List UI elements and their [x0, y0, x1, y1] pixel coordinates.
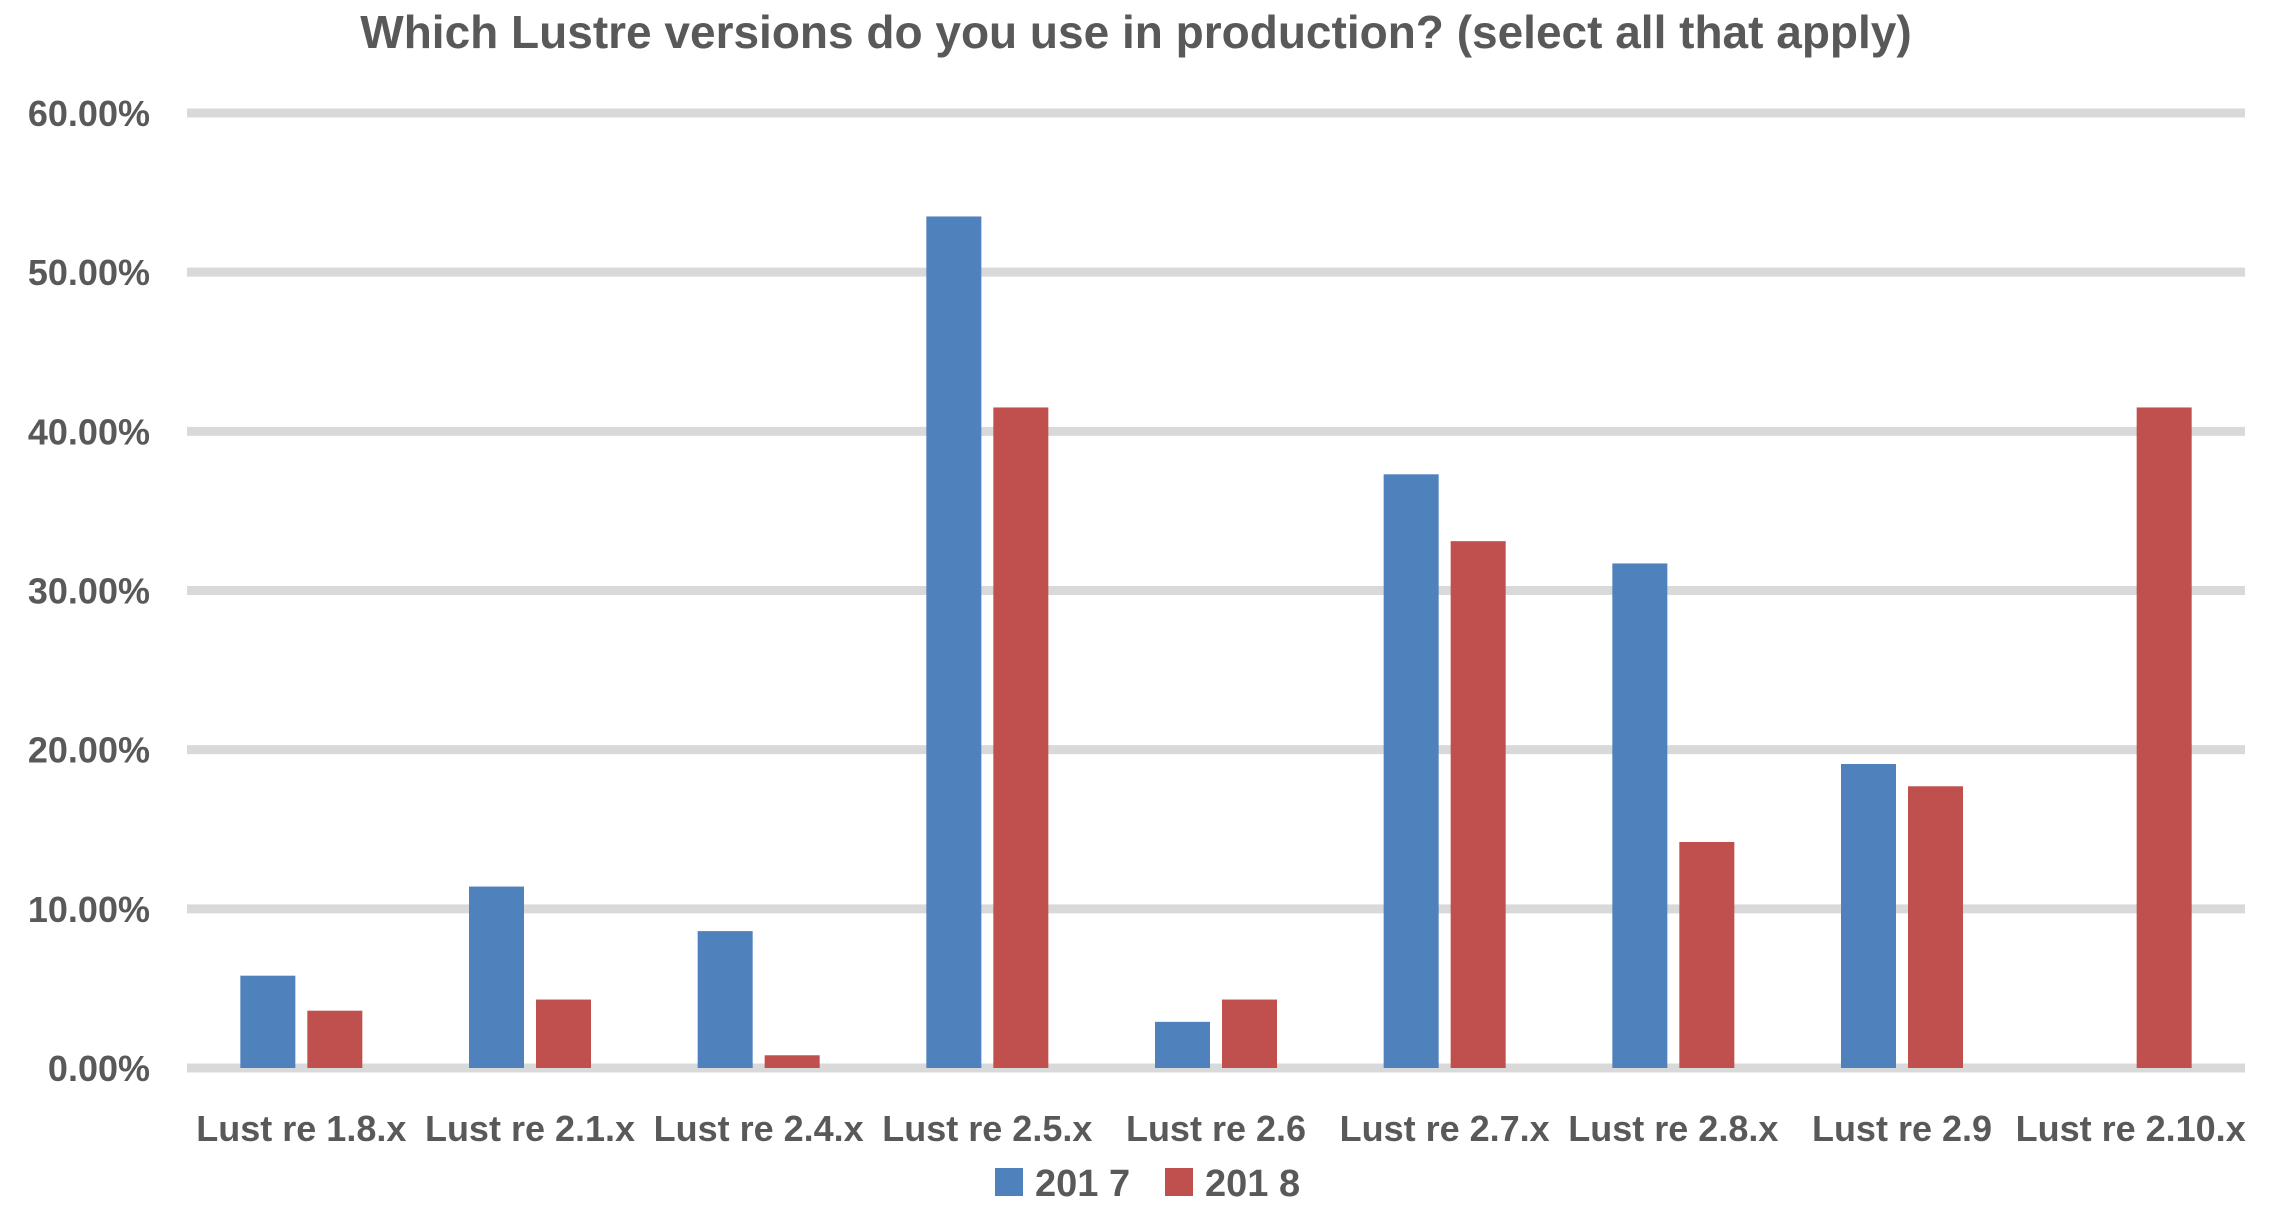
x-category-label: Lust re 2.1.x — [425, 1108, 635, 1149]
y-axis-tick-labels: 0.00% 10.00% 20.00% 30.00% 40.00% 50.00% 60.00… — [28, 93, 150, 1089]
bar-2018-5 — [1450, 541, 1506, 1068]
bar-2018-7 — [1908, 786, 1963, 1068]
x-category-label: Lust re 2.5.x — [882, 1108, 1092, 1149]
x-category-label: Lust re 2.7.x — [1340, 1108, 1550, 1149]
bar-2017-2 — [697, 931, 753, 1068]
bar-2018-1 — [536, 999, 591, 1068]
legend-swatch — [1165, 1168, 1193, 1196]
bar-2018-2 — [764, 1055, 820, 1068]
legend-label: 201 8 — [1205, 1163, 1300, 1205]
y-tick-label: 50.00% — [28, 252, 150, 293]
y-tick-label: 40.00% — [28, 411, 150, 452]
y-tick-label: 30.00% — [28, 571, 150, 612]
y-tick-label: 60.00% — [28, 93, 150, 134]
bar-2017-4 — [1155, 1021, 1210, 1068]
bar-2017-0 — [240, 975, 296, 1068]
legend-swatch — [995, 1168, 1023, 1196]
bar-2017-6 — [1612, 563, 1668, 1068]
bar-2018-8 — [2136, 407, 2192, 1068]
x-category-label: Lust re 2.9 — [1812, 1108, 1992, 1149]
bar-2018-0 — [307, 1010, 363, 1068]
bars — [240, 216, 2192, 1069]
bar-2017-5 — [1383, 474, 1439, 1068]
bar-2017-1 — [469, 886, 524, 1068]
bar-2017-3 — [926, 216, 982, 1069]
gridlines — [187, 108, 2245, 1073]
x-category-label: Lust re 2.4.x — [654, 1108, 864, 1149]
legend: 201 7 201 8 — [995, 1163, 1300, 1205]
x-category-label: Lust re 1.8.x — [196, 1108, 406, 1149]
x-axis-category-labels: Lust re 1.8.x Lust re 2.1.x Lust re 2.4.x L… — [196, 1108, 2245, 1149]
bar-2018-3 — [993, 407, 1049, 1068]
x-category-label: Lust re 2.8.x — [1568, 1108, 1778, 1149]
bar-2018-6 — [1679, 841, 1735, 1068]
y-tick-label: 10.00% — [28, 889, 150, 930]
bar-2018-4 — [1222, 999, 1277, 1068]
bar-2017-7 — [1841, 763, 1896, 1068]
y-tick-label: 0.00% — [48, 1048, 150, 1089]
x-category-label: Lust re 2.10.x — [2016, 1108, 2246, 1149]
x-category-label: Lust re 2.6 — [1126, 1108, 1306, 1149]
legend-label: 201 7 — [1035, 1163, 1130, 1205]
chart-title: Which Lustre versions do you use in prod… — [360, 6, 1911, 58]
y-tick-label: 20.00% — [28, 730, 150, 771]
